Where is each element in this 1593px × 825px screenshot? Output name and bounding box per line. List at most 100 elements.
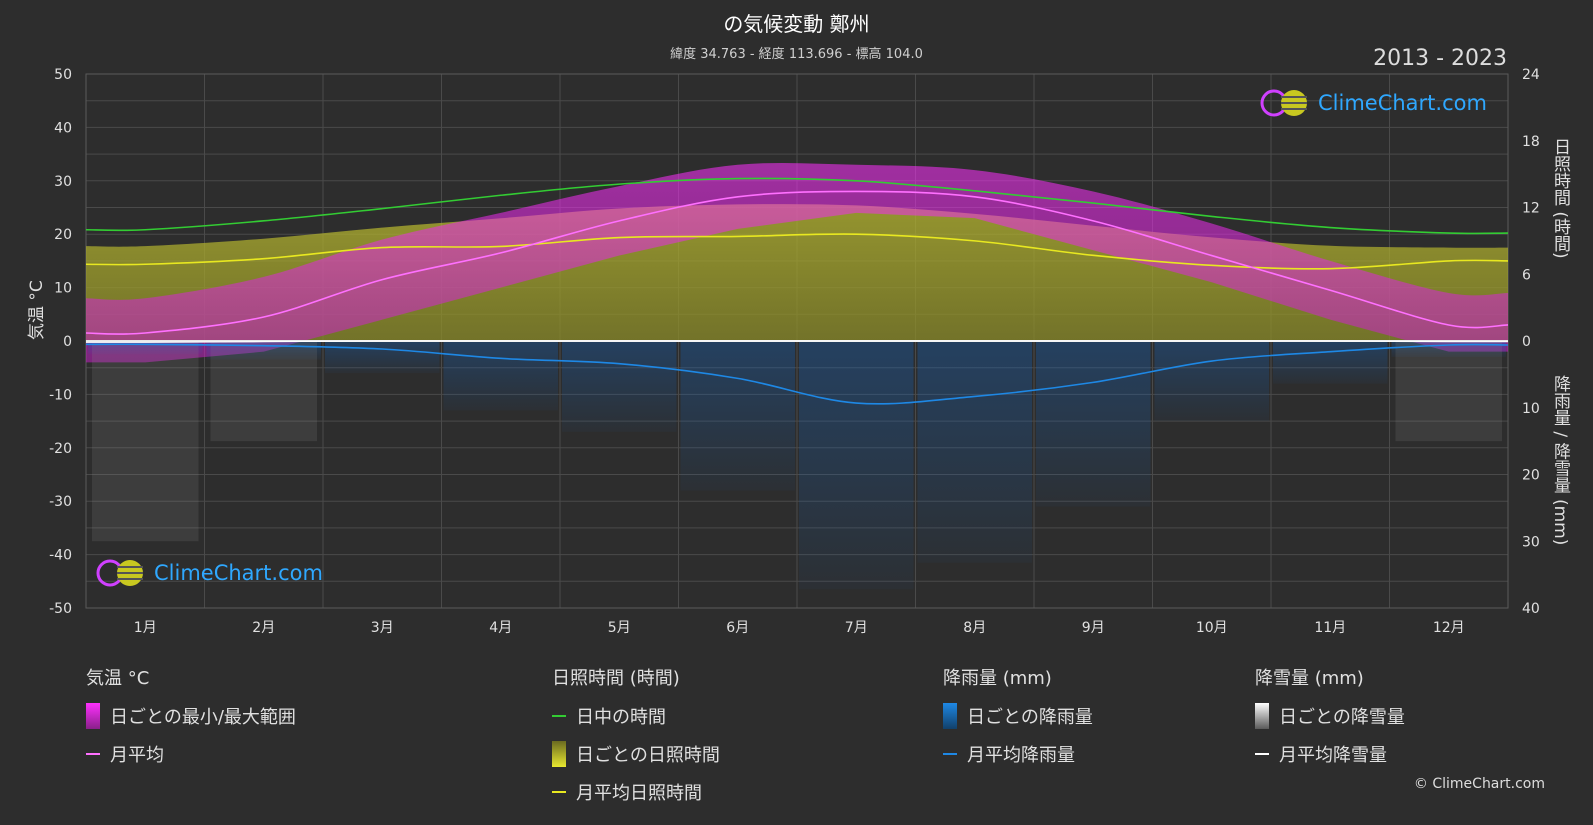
snow-bar (1395, 341, 1502, 442)
swatch-daylight (552, 715, 566, 717)
legend-label: 日ごとの最小/最大範囲 (110, 707, 296, 728)
legend-item: 月平均降雨量 (943, 742, 1093, 766)
legend-label: 日中の時間 (576, 707, 666, 728)
right-bottom-tick-label: 20 (1522, 468, 1540, 484)
temperature-avg-line (85, 190, 1509, 335)
daylight-hours-line (85, 177, 1509, 235)
rain-bar (917, 341, 1032, 563)
logo-text: ClimeChart.com (154, 561, 323, 585)
legend-item: 日ごとの日照時間 (552, 741, 720, 767)
temperature-range-band (86, 162, 1508, 363)
left-tick-label: 10 (54, 281, 72, 297)
legend-item: 月平均日照時間 (552, 780, 720, 804)
swatch-temp-range (86, 703, 100, 729)
month-tick-label: 9月 (1082, 620, 1105, 636)
legend-heading: 降雪量 (mm) (1255, 668, 1364, 689)
month-tick-label: 2月 (252, 620, 275, 636)
legend-item: 月平均降雪量 (1255, 742, 1405, 766)
swatch-snow-avg (1255, 753, 1269, 755)
rain-bar (325, 341, 440, 374)
legend-label: 月平均日照時間 (576, 783, 702, 804)
right-bottom-tick-label: 30 (1522, 534, 1540, 550)
left-tick-label: -20 (49, 441, 72, 457)
left-tick-label: -50 (49, 601, 72, 617)
data-lines (85, 177, 1509, 405)
month-tick-label: 8月 (963, 620, 986, 636)
left-tick-label: -30 (49, 494, 72, 510)
logo-text: ClimeChart.com (1318, 91, 1487, 115)
swatch-sunshine-avg (552, 791, 566, 793)
chart-subtitle: 緯度 34.763 - 経度 113.696 - 標高 104.0 (670, 47, 923, 62)
legend-label: 日ごとの日照時間 (576, 745, 720, 766)
legend-temperature: 気温 °C 日ごとの最小/最大範囲 月平均 (86, 664, 296, 780)
legend-item: 日ごとの最小/最大範囲 (86, 703, 296, 729)
logo-rings (96, 559, 143, 587)
left-tick-label: 30 (54, 174, 72, 190)
data-areas (86, 162, 1508, 590)
left-tick-label: 20 (54, 227, 72, 243)
month-tick-label: 3月 (371, 620, 394, 636)
axes: 50 40 30 20 10 0 -10 -20 -30 -40 -50 24 18 12 6 0 10 20 30… (49, 67, 1540, 636)
legend-item: 日中の時間 (552, 704, 720, 728)
swatch-rain-avg (943, 753, 957, 755)
left-tick-label: 50 (54, 67, 72, 83)
logo-bottom[interactable]: ClimeChart.com (96, 558, 323, 588)
legend-item: 日ごとの降雨量 (943, 703, 1093, 729)
logo-icon (1260, 88, 1312, 118)
month-tick-label: 5月 (608, 620, 631, 636)
chart-title: の気候変動 鄭州 (723, 12, 870, 36)
rain-bar (680, 341, 795, 491)
swatch-daily-sunshine (552, 741, 566, 767)
rain-bar (799, 341, 914, 590)
legend-heading: 気温 °C (86, 668, 150, 689)
copyright: © ClimeChart.com (1413, 776, 1545, 792)
right-bottom-tick-label: 10 (1522, 401, 1540, 417)
month-tick-label: 12月 (1433, 620, 1465, 636)
legend-snow: 降雪量 (mm) 日ごとの降雪量 月平均降雪量 (1255, 664, 1405, 780)
right-bottom-tick-label: 40 (1522, 601, 1540, 617)
legend-heading: 降雨量 (mm) (943, 668, 1052, 689)
right-bottom-axis-title: 降雨量 / 降雪量 (mm) (1550, 375, 1570, 546)
swatch-daily-snow (1255, 703, 1269, 729)
left-axis-title: 気温 °C (27, 280, 47, 340)
right-top-tick-label: 18 (1522, 134, 1540, 150)
month-tick-label: 7月 (845, 620, 868, 636)
logo-rings (1260, 89, 1307, 117)
legend-heading: 日照時間 (時間) (552, 668, 680, 689)
snow-bar (210, 341, 317, 442)
sunshine-avg-line (85, 233, 1509, 270)
legend-label: 月平均降雪量 (1279, 745, 1387, 766)
month-tick-label: 1月 (134, 620, 157, 636)
swatch-daily-rain (943, 703, 957, 729)
legend-sunshine: 日照時間 (時間) 日中の時間 日ごとの日照時間 月平均日照時間 (552, 664, 720, 818)
rain-bar (1036, 341, 1151, 507)
left-tick-label: 0 (63, 334, 72, 350)
legend-label: 日ごとの降雪量 (1279, 707, 1405, 728)
snow-avg-line (85, 340, 1509, 343)
month-tick-label: 6月 (726, 620, 749, 636)
left-tick-label: -10 (49, 387, 72, 403)
legend-label: 日ごとの降雨量 (967, 707, 1093, 728)
month-tick-label: 11月 (1314, 620, 1346, 636)
swatch-temp-avg (86, 753, 100, 755)
legend-label: 月平均 (110, 745, 164, 766)
snow-bar (92, 341, 199, 542)
legend-item: 日ごとの降雪量 (1255, 703, 1405, 729)
legend-item: 月平均 (86, 742, 296, 766)
year-range: 2013 - 2023 (1373, 46, 1507, 71)
legend-label: 月平均降雨量 (967, 745, 1075, 766)
logo-icon (96, 558, 148, 588)
rain-bar (1273, 341, 1388, 384)
right-top-tick-label: 12 (1522, 201, 1540, 217)
rain-bar (1154, 341, 1269, 422)
month-tick-label: 10月 (1196, 620, 1228, 636)
right-top-tick-label: 24 (1522, 67, 1540, 83)
rain-avg-line (85, 343, 1509, 405)
legend-rain: 降雨量 (mm) 日ごとの降雨量 月平均降雨量 (943, 664, 1093, 780)
logo-top[interactable]: ClimeChart.com (1260, 88, 1487, 118)
right-top-tick-label: 6 (1522, 267, 1531, 283)
left-tick-label: 40 (54, 120, 72, 136)
right-top-tick-label: 0 (1522, 334, 1531, 350)
left-tick-label: -40 (49, 548, 72, 564)
